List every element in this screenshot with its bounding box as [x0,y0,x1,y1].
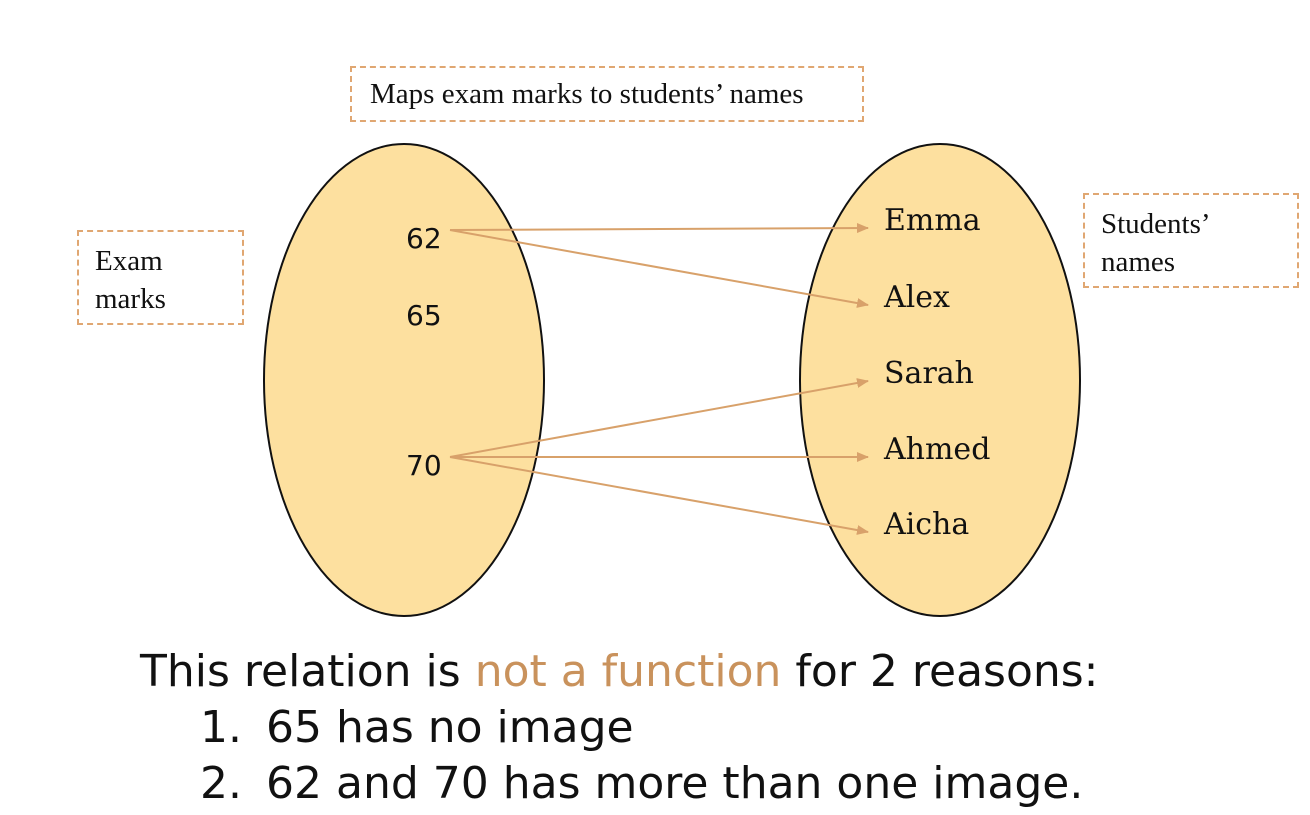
codomain-label-box: Students’ names [1083,193,1299,288]
arrow-62-to-alex [449,229,869,308]
domain-elements: 62 65 70 [406,222,442,482]
arrow-70-to-aicha [449,456,869,535]
codomain-label-line2: names [1101,246,1176,278]
arrow-62-to-emma [449,223,869,234]
codomain-element-ahmed: Ahmed [883,432,990,467]
mapping-arrows [449,223,869,535]
reason-text: 62 and 70 has more than one image. [266,758,1084,809]
caption-highlight: not a function [474,646,782,697]
mapping-diagram: 62 65 70 Emma Alex Sarah Ahmed Aicha [263,143,1081,617]
domain-element-62: 62 [406,222,442,255]
domain-label-box: Exam marks [77,230,244,325]
codomain-element-aicha: Aicha [883,507,969,542]
codomain-element-sarah: Sarah [884,356,974,391]
caption-suffix: for 2 reasons: [781,646,1099,697]
domain-element-65: 65 [406,299,442,332]
domain-element-70: 70 [406,449,442,482]
domain-label-line1: Exam [95,245,163,277]
codomain-element-alex: Alex [883,280,950,315]
caption-prefix: This relation is [140,646,475,697]
reason-text: 65 has no image [266,702,634,753]
codomain-label-line1: Students’ [1101,208,1211,240]
conclusion-statement: This relation is not a function for 2 re… [140,646,1099,697]
relation-description-text: Maps exam marks to students’ names [370,78,804,110]
codomain-element-emma: Emma [884,203,981,238]
codomain-ellipse [799,143,1081,617]
codomain-elements: Emma Alex Sarah Ahmed Aicha [883,203,990,542]
reason-item-1: 1. 65 has no image [200,702,634,753]
domain-ellipse [263,143,545,617]
reason-number: 2. [200,758,242,809]
reason-number: 1. [200,702,242,753]
domain-label-line2: marks [95,283,166,315]
reason-item-2: 2. 62 and 70 has more than one image. [200,758,1083,809]
arrow-70-to-sarah [449,378,869,458]
relation-description-box: Maps exam marks to students’ names [350,66,864,122]
